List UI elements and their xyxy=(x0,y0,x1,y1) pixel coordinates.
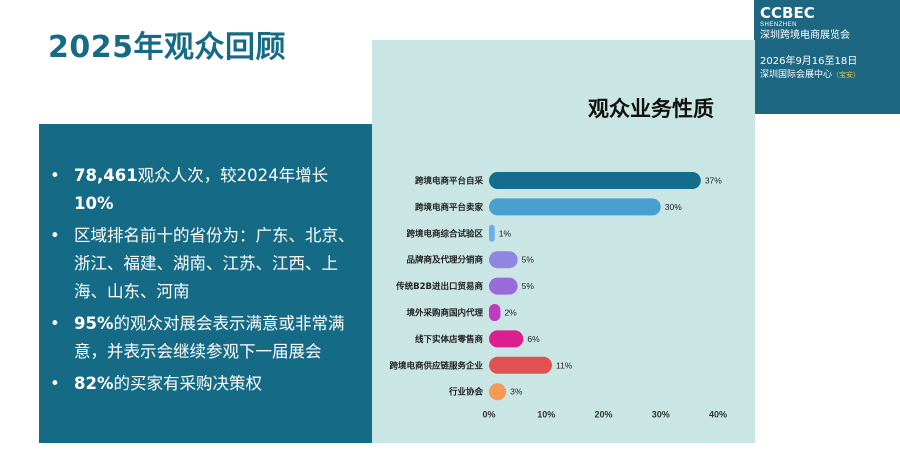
highlight-item: • 区域排名前十的省份为：广东、北京、浙江、福建、湖南、江苏、江西、上海、山东、河… xyxy=(40,222,360,306)
chart-value-label: 3% xyxy=(510,387,523,397)
chart-value-label: 11% xyxy=(556,360,573,370)
chart-category-label: 跨境电商综合试验区 xyxy=(406,228,483,239)
chart-x-tick-label: 30% xyxy=(652,410,670,420)
chart-value-label: 5% xyxy=(522,281,535,291)
chart-category-label: 品牌商及代理分销商 xyxy=(406,255,483,266)
chart-bar xyxy=(489,198,661,216)
chart-bar xyxy=(489,251,518,269)
chart-category-label: 行业协会 xyxy=(448,387,484,398)
chart-category-label: 跨境电商平台自采 xyxy=(415,176,484,187)
bullet-dot: • xyxy=(50,226,60,245)
brand-name: CCBEC xyxy=(760,4,815,22)
bullet-dot: • xyxy=(50,314,60,333)
chart-category-label: 传统B2B进出口贸易商 xyxy=(395,281,483,292)
brand-venue: 深圳国际会展中心（宝安） xyxy=(760,69,900,82)
chart-bar xyxy=(489,330,524,348)
highlight-item: • 95%的观众对展会表示满意或非常满意，并表示会继续参观下一届展会 xyxy=(40,310,360,366)
chart-category-label: 跨境电商平台卖家 xyxy=(415,202,484,213)
highlight-item: • 82%的买家有采购决策权 xyxy=(40,370,360,398)
bullet-dot: • xyxy=(50,166,60,185)
highlight-text: 的观众对展会表示满意或非常满意，并表示会继续参观下一届展会 xyxy=(74,314,345,361)
chart-category-label: 线下实体店零售商 xyxy=(415,334,484,345)
brand-box: CCBEC SHENZHEN 深圳跨境电商展览会 2026年9月16至18日 深… xyxy=(754,0,900,114)
highlight-text: 的买家有采购决策权 xyxy=(113,374,263,393)
chart-x-tick-label: 20% xyxy=(594,410,612,420)
highlights-panel xyxy=(39,124,372,443)
chart-category-label: 境外采购商国内代理 xyxy=(406,308,483,319)
brand-venue-name: 深圳国际会展中心 xyxy=(760,70,833,80)
brand-dates: 2026年9月16至18日 xyxy=(760,56,858,67)
chart-x-tick-label: 0% xyxy=(482,410,495,420)
chart-value-label: 5% xyxy=(522,255,535,265)
chart-x-tick-label: 10% xyxy=(537,410,555,420)
chart-bar xyxy=(489,172,701,189)
chart-title: 观众业务性质 xyxy=(588,97,714,121)
chart-value-label: 1% xyxy=(499,228,512,238)
chart-bar xyxy=(489,304,501,321)
highlights-list: • 78,461观众人次，较2024年增长 10% • 区域排名前十的省份为：广东、北… xyxy=(40,162,360,402)
highlight-item: • 78,461观众人次，较2024年增长 10% xyxy=(40,162,360,218)
page-title: 2025年观众回顾 xyxy=(48,30,286,65)
chart-x-tick-label: 40% xyxy=(709,410,727,420)
chart-value-label: 37% xyxy=(705,176,722,186)
highlight-bold: 82% xyxy=(74,374,114,393)
highlight-bold: 78,461 xyxy=(74,166,138,185)
business-nature-bar-chart: 跨境电商平台自采 37% 跨境电商平台卖家 30% 跨境电商综合试验区 1% 品牌商及代理分… xyxy=(389,172,727,420)
chart-bar xyxy=(489,383,507,401)
highlight-text: 区域排名前十的省份为：广东、北京、浙江、福建、湖南、江苏、江西、上海、山东、河南 xyxy=(74,226,355,301)
chart-bar xyxy=(489,224,495,242)
brand-city: SHENZHEN xyxy=(760,22,798,28)
highlight-text: 观众人次，较2024年增长 xyxy=(137,166,329,185)
highlight-bold: 95% xyxy=(74,314,114,333)
bullet-dot: • xyxy=(50,374,60,393)
chart-value-label: 6% xyxy=(527,334,540,344)
chart-panel xyxy=(372,40,755,443)
chart-value-label: 30% xyxy=(665,202,682,212)
highlight-tail-bold: 10% xyxy=(74,194,114,213)
brand-expo-name: 深圳跨境电商展览会 xyxy=(760,30,850,41)
brand-venue-tag: （宝安） xyxy=(832,71,861,79)
chart-bar xyxy=(489,277,518,295)
chart-bar xyxy=(489,356,552,374)
chart-category-label: 跨境电商供应链服务企业 xyxy=(389,360,483,371)
chart-value-label: 2% xyxy=(504,308,517,318)
